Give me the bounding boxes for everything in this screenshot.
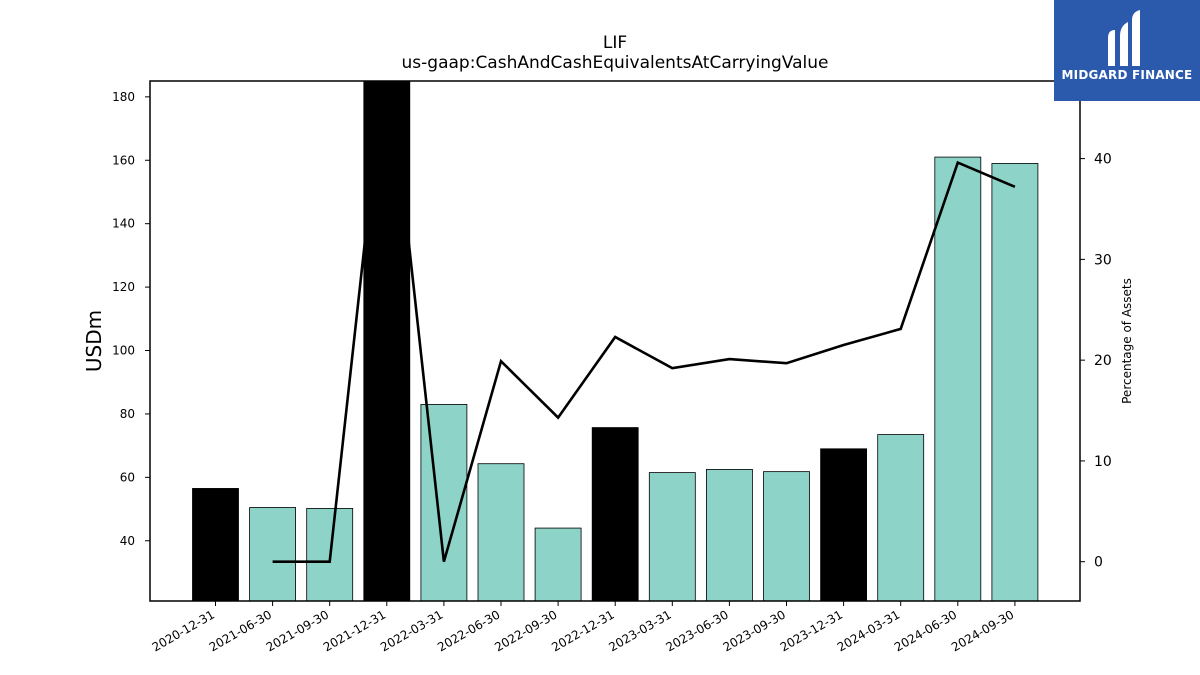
y-tick-label-right-40: 40 bbox=[1094, 152, 1112, 168]
x-tick-label-2022-03-31: 2022-03-31 bbox=[378, 607, 445, 654]
x-tick-label-2021-09-30: 2021-09-30 bbox=[264, 607, 331, 654]
bar-2022-09-30 bbox=[534, 527, 582, 601]
chart-subtitle: us-gaap:CashAndCashEquivalentsAtCarrying… bbox=[402, 53, 829, 73]
bar-2020-12-31 bbox=[192, 488, 239, 601]
y-tick-label-right-30: 30 bbox=[1094, 252, 1112, 268]
y-tick-label-right-0: 0 bbox=[1094, 555, 1103, 571]
chart-title: LIF bbox=[603, 33, 627, 53]
y-tick-label-left-160: 160 bbox=[112, 153, 135, 167]
y-tick-label-left-180: 180 bbox=[112, 90, 135, 104]
bar-2024-09-30 bbox=[991, 163, 1039, 601]
x-tick-label-2023-06-30: 2023-06-30 bbox=[663, 607, 730, 654]
bars-group bbox=[192, 81, 1039, 601]
y-tick-label-left-140: 140 bbox=[112, 217, 135, 231]
logo: MIDGARD FINANCE bbox=[1054, 0, 1200, 101]
bar-2023-06-30 bbox=[706, 469, 753, 601]
x-tick-label-2023-09-30: 2023-09-30 bbox=[721, 607, 788, 654]
y-axis-label-right: Percentage of Assets bbox=[1120, 278, 1134, 404]
x-tick-label-2024-03-31: 2024-03-31 bbox=[835, 607, 902, 654]
bar-2021-12-31 bbox=[363, 81, 411, 601]
y-tick-label-left-40: 40 bbox=[120, 534, 135, 548]
bar-2022-12-31 bbox=[591, 427, 639, 601]
y-tick-label-left-80: 80 bbox=[120, 407, 135, 421]
bar-2022-03-31 bbox=[420, 404, 468, 601]
x-tick-label-2020-12-31: 2020-12-31 bbox=[150, 607, 217, 654]
y-tick-label-left-120: 120 bbox=[112, 280, 135, 294]
x-tick-label-2024-09-30: 2024-09-30 bbox=[949, 607, 1016, 654]
bar-2023-09-30 bbox=[763, 471, 810, 601]
x-tick-label-2023-12-31: 2023-12-31 bbox=[778, 607, 845, 654]
bar-2022-06-30 bbox=[477, 463, 525, 601]
y-tick-label-left-100: 100 bbox=[112, 344, 135, 358]
bar-2023-03-31 bbox=[648, 472, 696, 601]
bar-2021-06-30 bbox=[249, 507, 297, 601]
y-tick-label-right-20: 20 bbox=[1094, 353, 1112, 369]
bar-2024-06-30 bbox=[934, 156, 982, 601]
percentage-line bbox=[272, 81, 1016, 564]
x-tick-label-2024-06-30: 2024-06-30 bbox=[892, 607, 959, 654]
x-tick-label-2023-03-31: 2023-03-31 bbox=[606, 607, 673, 654]
x-tick-label-2021-12-31: 2021-12-31 bbox=[321, 607, 388, 654]
x-tick-label-2021-06-30: 2021-06-30 bbox=[207, 607, 274, 654]
midgard-logo-icon bbox=[1108, 10, 1140, 66]
logo-text: MIDGARD FINANCE bbox=[1061, 68, 1193, 82]
y-axis-label-left: USDm bbox=[82, 310, 106, 372]
x-tick-label-2022-06-30: 2022-06-30 bbox=[435, 607, 502, 654]
bar-2023-12-31 bbox=[820, 448, 867, 601]
bar-2024-03-31 bbox=[877, 434, 925, 601]
y-tick-label-left-60: 60 bbox=[120, 470, 135, 484]
line-group bbox=[272, 81, 1016, 564]
x-tick-label-2022-12-31: 2022-12-31 bbox=[549, 607, 616, 654]
x-tick-label-2022-09-30: 2022-09-30 bbox=[492, 607, 559, 654]
y-tick-label-right-10: 10 bbox=[1094, 454, 1112, 470]
